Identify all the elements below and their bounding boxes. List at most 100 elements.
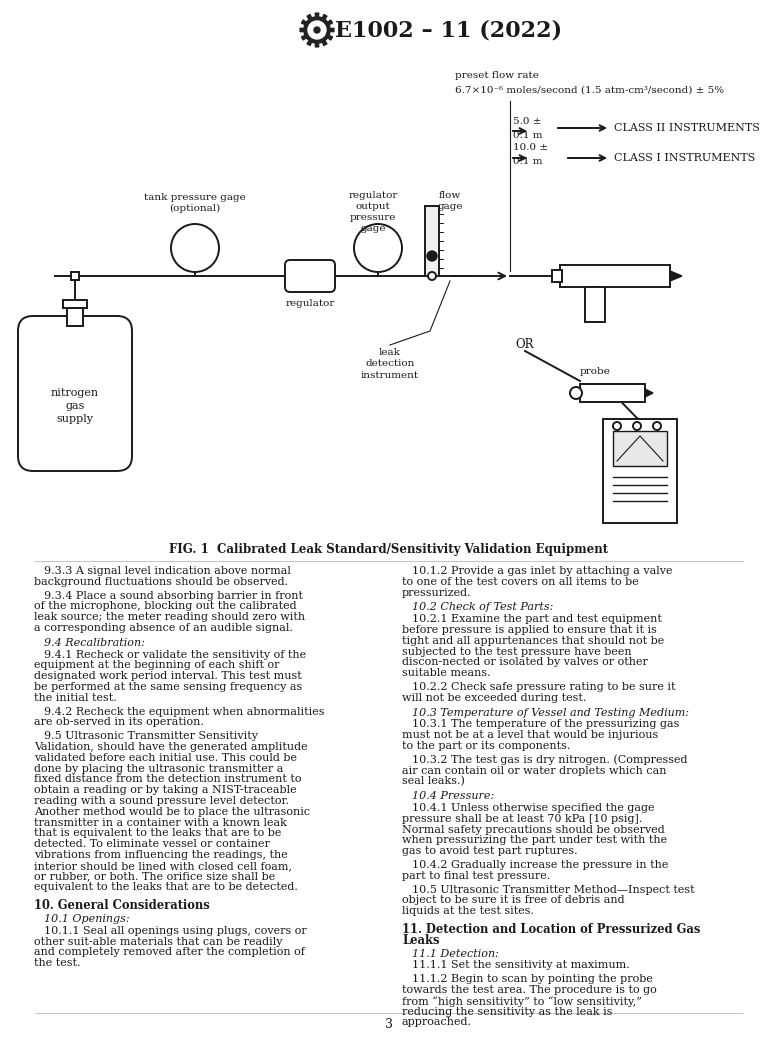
- Text: liquids at the test sites.: liquids at the test sites.: [402, 907, 534, 916]
- Text: 10. General Considerations: 10. General Considerations: [34, 899, 210, 912]
- Text: to the part or its components.: to the part or its components.: [402, 741, 570, 751]
- Text: 10.0 ±: 10.0 ±: [513, 144, 548, 152]
- Polygon shape: [322, 15, 327, 20]
- Text: subjected to the test pressure have been: subjected to the test pressure have been: [402, 646, 632, 657]
- Text: CLASS I INSTRUMENTS: CLASS I INSTRUMENTS: [614, 153, 755, 163]
- Text: 10.1.1 Seal all openings using plugs, covers or: 10.1.1 Seal all openings using plugs, co…: [44, 925, 307, 936]
- Text: tank pressure gage: tank pressure gage: [144, 193, 246, 202]
- Text: 11.1.1 Set the sensitivity at maximum.: 11.1.1 Set the sensitivity at maximum.: [412, 961, 629, 970]
- FancyBboxPatch shape: [603, 418, 677, 523]
- Text: 10.5 Ultrasonic Transmitter Method—Inspect test: 10.5 Ultrasonic Transmitter Method—Inspe…: [412, 885, 695, 894]
- Text: the test.: the test.: [34, 958, 80, 968]
- Text: 11.1.2 Begin to scan by pointing the probe: 11.1.2 Begin to scan by pointing the pro…: [412, 974, 653, 984]
- Text: 10.4.2 Gradually increase the pressure in the: 10.4.2 Gradually increase the pressure i…: [412, 860, 668, 870]
- Text: E1002 – 11 (2022): E1002 – 11 (2022): [335, 19, 562, 41]
- Text: that is equivalent to the leaks that are to be: that is equivalent to the leaks that are…: [34, 829, 282, 838]
- Polygon shape: [330, 28, 334, 32]
- Text: Validation, should have the generated amplitude: Validation, should have the generated am…: [34, 742, 307, 752]
- Text: suitable means.: suitable means.: [402, 668, 491, 678]
- Polygon shape: [322, 41, 327, 46]
- Text: to one of the test covers on all items to be: to one of the test covers on all items t…: [402, 577, 639, 587]
- Text: interior should be lined with closed cell foam,: interior should be lined with closed cel…: [34, 861, 292, 871]
- Circle shape: [633, 422, 641, 430]
- Text: (optional): (optional): [170, 204, 221, 213]
- Circle shape: [308, 21, 326, 39]
- Text: obtain a reading or by taking a NIST-traceable: obtain a reading or by taking a NIST-tra…: [34, 785, 296, 795]
- Text: 10.2 Check of Test Parts:: 10.2 Check of Test Parts:: [412, 603, 553, 612]
- Bar: [63, 300, 87, 308]
- Text: 9.3.4 Place a sound absorbing barrier in front: 9.3.4 Place a sound absorbing barrier in…: [44, 590, 303, 601]
- Bar: [560, 265, 670, 287]
- Bar: [585, 287, 605, 322]
- Polygon shape: [315, 14, 319, 17]
- Text: 6.7×10⁻⁶ moles/second (1.5 atm-cm³/second) ± 5%: 6.7×10⁻⁶ moles/second (1.5 atm-cm³/secon…: [455, 85, 724, 95]
- FancyBboxPatch shape: [18, 316, 132, 471]
- Text: discon-nected or isolated by valves or other: discon-nected or isolated by valves or o…: [402, 658, 648, 667]
- Text: 11.1 Detection:: 11.1 Detection:: [412, 948, 499, 959]
- Text: 0.1 m: 0.1 m: [513, 157, 542, 167]
- Text: detected. To eliminate vessel or container: detected. To eliminate vessel or contain…: [34, 839, 270, 849]
- Text: 10.4 Pressure:: 10.4 Pressure:: [412, 791, 494, 802]
- Text: Another method would be to place the ultrasonic: Another method would be to place the ult…: [34, 807, 310, 817]
- Text: probe: probe: [580, 366, 611, 376]
- Bar: [580, 384, 645, 402]
- Text: flow
gage: flow gage: [437, 191, 463, 211]
- Text: 9.3.3 A signal level indication above normal: 9.3.3 A signal level indication above no…: [44, 566, 291, 576]
- Text: be performed at the same sensing frequency as: be performed at the same sensing frequen…: [34, 682, 302, 692]
- Text: seal leaks.): seal leaks.): [402, 777, 465, 787]
- Text: reading with a sound pressure level detector.: reading with a sound pressure level dete…: [34, 796, 289, 806]
- Polygon shape: [645, 389, 653, 397]
- Text: the initial test.: the initial test.: [34, 693, 117, 703]
- Polygon shape: [328, 35, 332, 40]
- Text: or rubber, or both. The orifice size shall be: or rubber, or both. The orifice size sha…: [34, 871, 275, 882]
- Text: before pressure is applied to ensure that it is: before pressure is applied to ensure tha…: [402, 625, 657, 635]
- Text: will not be exceeded during test.: will not be exceeded during test.: [402, 693, 587, 703]
- Text: 5.0 ±: 5.0 ±: [513, 117, 541, 126]
- Text: 10.2.1 Examine the part and test equipment: 10.2.1 Examine the part and test equipme…: [412, 614, 662, 625]
- Text: vibrations from influencing the readings, the: vibrations from influencing the readings…: [34, 850, 288, 860]
- Text: 10.2.2 Check safe pressure rating to be sure it: 10.2.2 Check safe pressure rating to be …: [412, 682, 675, 692]
- Text: 9.5 Ultrasonic Transmitter Sensitivity: 9.5 Ultrasonic Transmitter Sensitivity: [44, 731, 258, 741]
- Circle shape: [428, 272, 436, 280]
- Polygon shape: [301, 20, 307, 25]
- Bar: [613, 431, 667, 466]
- Text: Normal safety precautions should be observed: Normal safety precautions should be obse…: [402, 824, 664, 835]
- Text: equipment at the beginning of each shift or: equipment at the beginning of each shift…: [34, 660, 279, 670]
- Polygon shape: [328, 20, 332, 25]
- Text: 9.4 Recalibration:: 9.4 Recalibration:: [44, 638, 145, 648]
- Polygon shape: [315, 43, 319, 47]
- Text: 10.1.2 Provide a gas inlet by attaching a valve: 10.1.2 Provide a gas inlet by attaching …: [412, 566, 672, 576]
- Text: towards the test area. The procedure is to go: towards the test area. The procedure is …: [402, 985, 657, 995]
- Text: 11. Detection and Location of Pressurized Gas: 11. Detection and Location of Pressurize…: [402, 923, 700, 936]
- Polygon shape: [670, 271, 682, 281]
- Text: done by placing the ultrasonic transmitter a: done by placing the ultrasonic transmitt…: [34, 764, 283, 773]
- Text: approached.: approached.: [402, 1017, 472, 1027]
- Text: CLASS II INSTRUMENTS: CLASS II INSTRUMENTS: [614, 123, 760, 133]
- Text: 3: 3: [385, 1018, 393, 1032]
- Text: 10.3.1 The temperature of the pressurizing gas: 10.3.1 The temperature of the pressurizi…: [412, 719, 679, 730]
- Text: gas to avoid test part ruptures.: gas to avoid test part ruptures.: [402, 846, 577, 856]
- Bar: [552, 270, 562, 282]
- Polygon shape: [307, 15, 312, 20]
- Text: pressurized.: pressurized.: [402, 587, 471, 598]
- Text: air can contain oil or water droplets which can: air can contain oil or water droplets wh…: [402, 765, 667, 776]
- Text: and completely removed after the completion of: and completely removed after the complet…: [34, 947, 305, 958]
- Text: 10.4.1 Unless otherwise specified the gage: 10.4.1 Unless otherwise specified the ga…: [412, 803, 654, 813]
- Circle shape: [570, 387, 582, 399]
- Text: 10.3.2 The test gas is dry nitrogen. (Compressed: 10.3.2 The test gas is dry nitrogen. (Co…: [412, 755, 688, 765]
- FancyBboxPatch shape: [285, 260, 335, 291]
- Text: preset flow rate: preset flow rate: [455, 72, 539, 80]
- Circle shape: [613, 422, 621, 430]
- Circle shape: [653, 422, 661, 430]
- Polygon shape: [301, 35, 307, 40]
- Text: equivalent to the leaks that are to be detected.: equivalent to the leaks that are to be d…: [34, 883, 298, 892]
- Text: FIG. 1  Calibrated Leak Standard/Sensitivity Validation Equipment: FIG. 1 Calibrated Leak Standard/Sensitiv…: [170, 542, 608, 556]
- Polygon shape: [307, 41, 312, 46]
- Text: nitrogen
gas
supply: nitrogen gas supply: [51, 388, 99, 424]
- Text: leak source; the meter reading should zero with: leak source; the meter reading should ze…: [34, 612, 305, 623]
- Text: are ob-served in its operation.: are ob-served in its operation.: [34, 717, 204, 728]
- Text: OR: OR: [516, 337, 534, 351]
- Text: 9.4.1 Recheck or validate the sensitivity of the: 9.4.1 Recheck or validate the sensitivit…: [44, 650, 306, 660]
- Circle shape: [314, 27, 320, 33]
- Bar: [71, 272, 79, 280]
